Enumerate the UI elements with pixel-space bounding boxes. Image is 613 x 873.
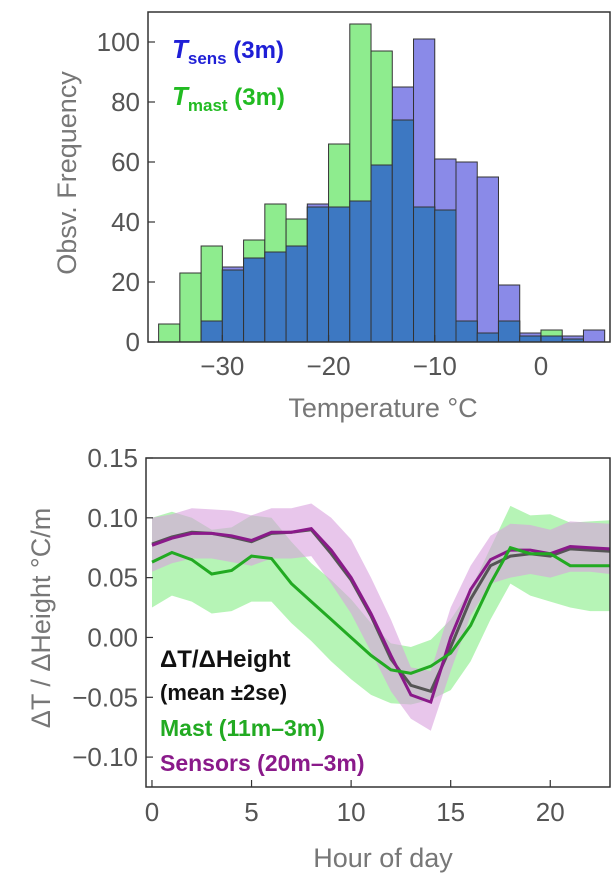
hist-x-tick-label: −20 — [306, 351, 350, 381]
line-x-tick-label: 10 — [337, 797, 366, 827]
line-x-tick-label: 15 — [436, 797, 465, 827]
line-legend-entry-sensors: Sensors (20m–3m) — [160, 750, 365, 776]
band-sensors — [152, 503, 610, 731]
hist-bar-overlap — [519, 335, 542, 343]
hist-x-axis-label: Temperature °C — [288, 393, 477, 423]
hist-series-overlap — [200, 119, 584, 343]
hist-y-tick-label: 100 — [97, 27, 140, 57]
hist-bar-tsens — [582, 329, 606, 343]
line-x-axis-label: Hour of day — [313, 843, 453, 873]
hist-x-tick-label: 0 — [534, 351, 548, 381]
hist-x-tick-label: −10 — [413, 351, 457, 381]
line-mast — [151, 545, 610, 675]
histogram-chart: −30 −20 −10 0 0 20 40 60 80 100 Temperature °C Ob… — [52, 11, 611, 423]
line-confidence-bands — [152, 503, 610, 731]
hist-y-tick-label: 20 — [111, 267, 140, 297]
line-legend: ΔT/ΔHeight (mean ±2se) Mast (11m–3m) Sensor… — [160, 646, 365, 776]
hist-ticks: −30 −20 −10 0 0 20 40 60 80 100 — [97, 27, 549, 381]
hist-bar-overlap — [391, 119, 415, 343]
hist-x-tick-label: −30 — [200, 351, 244, 381]
hist-bar-tmast — [158, 323, 181, 343]
hist-y-tick-label: 80 — [111, 87, 140, 117]
hist-bar-overlap — [243, 257, 266, 343]
line-y-tick-label: 0.05 — [87, 563, 138, 593]
hist-bar-overlap — [328, 206, 351, 343]
line-x-tick-label: 20 — [536, 797, 565, 827]
line-series-group — [151, 526, 611, 705]
line-ticks: 0 5 10 15 20 −0.10 −0.05 0.00 0.05 0.10 0.15 — [72, 443, 565, 827]
hist-legend-entry: Tsens (3m) — [172, 34, 284, 68]
hist-plot-frame — [147, 11, 611, 343]
hist-bar-overlap — [434, 209, 457, 343]
hist-y-tick-label: 40 — [111, 207, 140, 237]
line-legend-subtitle: (mean ±2se) — [160, 680, 287, 705]
line-y-axis-label: ΔT / ΔHeight °C/m — [26, 508, 56, 728]
hist-legend: Tsens (3m) Tmast (3m) — [172, 34, 285, 115]
line-plot-frame — [145, 457, 611, 788]
line-x-tick-label: 5 — [244, 797, 258, 827]
line-y-tick-label: 0.10 — [87, 503, 138, 533]
hist-bar-tsens — [455, 161, 478, 343]
hist-bar-overlap — [370, 164, 393, 343]
line-chart: 0 5 10 15 20 −0.10 −0.05 0.00 0.05 0.10 0.15 Hour … — [26, 443, 611, 873]
hist-bar-overlap — [349, 200, 372, 343]
hist-bar-tsens — [476, 176, 499, 343]
hist-y-axis-label: Obsv. Frequency — [52, 71, 82, 275]
hist-legend-entry: Tmast (3m) — [172, 81, 285, 115]
hist-bar-overlap — [476, 332, 499, 343]
line-legend-title: ΔT/ΔHeight — [160, 646, 291, 673]
hist-bar-overlap — [221, 269, 245, 343]
hist-y-tick-label: 60 — [111, 147, 140, 177]
hist-bar-overlap — [200, 320, 223, 343]
hist-bar-overlap — [413, 206, 436, 343]
hist-bar-overlap — [264, 251, 287, 343]
line-sensors — [151, 526, 611, 705]
hist-y-tick-label: 0 — [126, 327, 140, 357]
hist-bar-overlap — [540, 335, 563, 343]
line-y-tick-label: 0.00 — [87, 622, 138, 652]
hist-bar-overlap — [285, 245, 308, 343]
line-y-tick-label: −0.05 — [72, 682, 138, 712]
hist-bar-overlap — [455, 320, 478, 343]
hist-bar-tmast — [179, 272, 202, 343]
line-legend-entry-mast: Mast (11m–3m) — [160, 715, 325, 741]
line-x-tick-label: 0 — [145, 797, 159, 827]
hist-bar-overlap — [306, 206, 330, 343]
line-y-tick-label: 0.15 — [87, 443, 138, 473]
hist-bar-overlap — [497, 320, 521, 343]
line-y-tick-label: −0.10 — [72, 742, 138, 772]
